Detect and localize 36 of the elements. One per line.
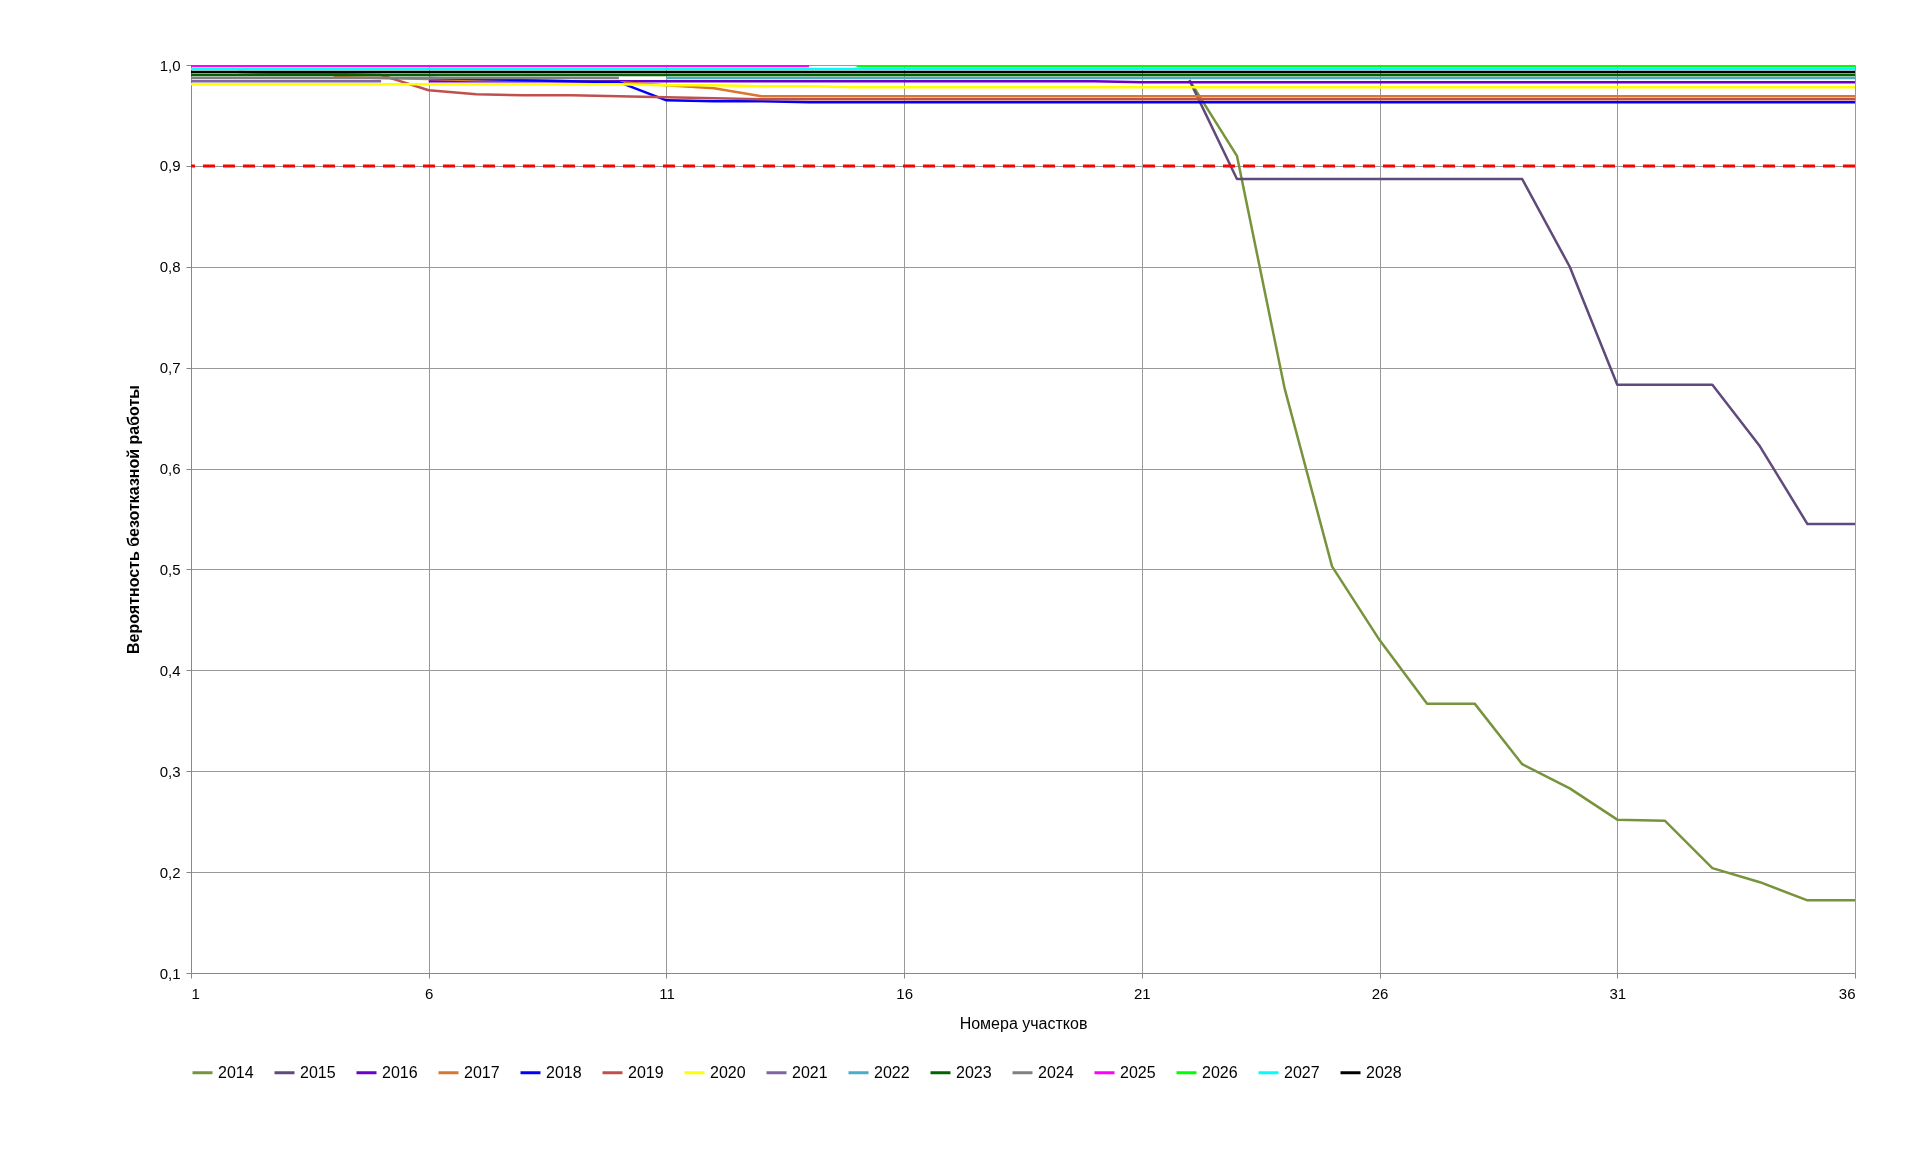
legend-label: 2027: [1284, 1063, 1320, 1081]
legend-label: 2014: [218, 1063, 254, 1081]
y-tick-label: 0,6: [159, 460, 181, 478]
legend-label: 2022: [874, 1063, 910, 1081]
legend-label: 2021: [792, 1063, 828, 1081]
legend-label: 2018: [546, 1063, 582, 1081]
x-tick-label: 1: [191, 984, 200, 1002]
y-tick-label: 0,1: [159, 964, 181, 982]
legend-label: 2015: [300, 1063, 336, 1081]
y-tick-label: 0,3: [159, 762, 181, 780]
legend-label: 2023: [956, 1063, 992, 1081]
x-tick-label: 26: [1371, 984, 1389, 1002]
legend-label: 2025: [1120, 1063, 1156, 1081]
y-tick-label: 0,5: [159, 560, 181, 578]
y-axis-title: Вероятность безотказной работы: [124, 385, 142, 654]
legend-label: 2017: [464, 1063, 500, 1081]
x-axis-title: Номера участков: [959, 1014, 1088, 1032]
y-tick-label: 0,4: [159, 661, 181, 679]
x-tick-label: 21: [1134, 984, 1151, 1002]
x-tick-label: 6: [425, 984, 434, 1002]
y-tick-label: 1,0: [159, 56, 181, 74]
legend-label: 2026: [1202, 1063, 1238, 1081]
legend-label: 2028: [1366, 1063, 1402, 1081]
x-tick-label: 31: [1609, 984, 1627, 1002]
legend-label: 2020: [710, 1063, 746, 1081]
y-tick-label: 0,8: [159, 258, 181, 276]
legend-label: 2016: [382, 1063, 418, 1081]
line-series: [1188, 78, 1855, 526]
y-tick-label: 0,9: [159, 157, 181, 175]
y-tick-label: 0,2: [159, 863, 181, 881]
y-tick-label: 0,7: [159, 359, 181, 377]
x-tick-label: 36: [1838, 984, 1856, 1002]
legend-label: 2019: [628, 1063, 664, 1081]
x-tick-label: 11: [659, 984, 675, 1002]
x-tick-label: 16: [896, 984, 913, 1002]
legend-label: 2024: [1038, 1063, 1074, 1081]
